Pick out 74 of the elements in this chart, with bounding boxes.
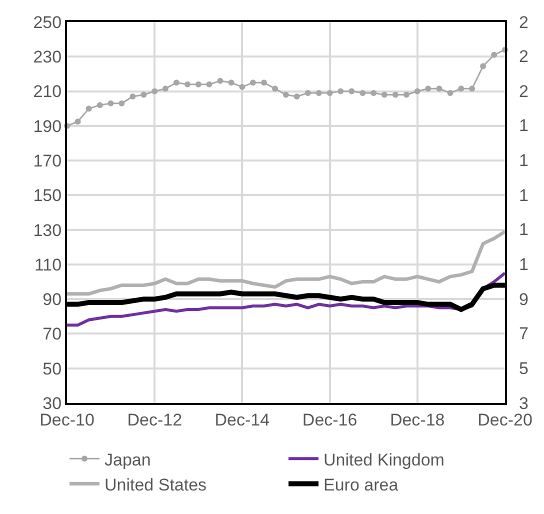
y-tick-label: 90	[42, 290, 62, 310]
point	[348, 88, 355, 94]
text: 1	[519, 220, 528, 239]
y-tick-label: 70	[42, 324, 62, 344]
point	[414, 88, 420, 94]
y-tick-label: 30	[42, 394, 62, 413]
point	[480, 63, 486, 70]
y-tick-label: 170	[33, 152, 62, 170]
point	[184, 81, 190, 88]
legend-label: Euro area	[324, 475, 399, 494]
point	[140, 92, 147, 98]
text: 2	[519, 82, 528, 101]
text: 2	[519, 47, 528, 66]
x-tick-label: Dec-16	[302, 410, 358, 430]
y-tick-label: 50	[42, 359, 62, 378]
text: 9	[519, 290, 528, 309]
point	[316, 90, 322, 96]
x-tick-label: Dec-14	[214, 410, 270, 430]
point	[152, 88, 158, 94]
point	[108, 100, 114, 106]
point	[162, 86, 168, 92]
point	[86, 106, 92, 112]
point	[436, 86, 442, 92]
text: 1	[519, 186, 528, 205]
text: 2	[519, 13, 528, 32]
text: 5	[519, 359, 528, 378]
point	[491, 52, 498, 58]
y-tick-label: 110	[34, 255, 62, 274]
point	[74, 118, 81, 125]
point	[195, 81, 202, 88]
point	[381, 92, 388, 98]
point	[370, 90, 377, 96]
point	[425, 86, 432, 92]
point	[304, 90, 311, 96]
point	[447, 90, 454, 96]
point	[294, 93, 300, 100]
y-tick-label: 250	[33, 12, 62, 32]
point	[250, 80, 256, 86]
text: 1	[519, 151, 528, 170]
point	[239, 84, 246, 90]
text: 3	[519, 394, 528, 413]
text: 7	[519, 324, 528, 343]
point	[173, 80, 180, 86]
point	[217, 78, 224, 84]
text: 1	[519, 255, 528, 274]
y-tick-label: 230	[33, 48, 62, 67]
point	[228, 80, 234, 86]
y-tick-label: 130	[33, 220, 62, 240]
x-tick-label: Dec-10	[40, 410, 94, 430]
y-tick-label: 190	[33, 116, 62, 136]
legend-label: United Kingdom	[324, 450, 444, 470]
text: 1	[519, 116, 528, 135]
point	[272, 86, 278, 92]
point	[469, 86, 476, 92]
x-tick-label: Dec-20	[478, 410, 532, 430]
line-series	[67, 230, 505, 296]
point	[338, 88, 344, 94]
point	[360, 90, 366, 96]
point	[326, 90, 333, 96]
point	[96, 102, 103, 108]
point	[130, 93, 136, 100]
point	[458, 86, 464, 92]
point	[261, 80, 267, 86]
x-tick-label: Dec-18	[390, 410, 445, 430]
legend-label: United States	[104, 475, 207, 494]
y-tick-label: 210	[33, 82, 62, 102]
y-tick-label: 150	[33, 186, 62, 206]
legend-label: Japan	[104, 450, 151, 470]
point	[282, 92, 289, 98]
point	[392, 92, 398, 98]
x-tick-label: Dec-12	[127, 410, 182, 430]
point	[206, 81, 212, 88]
point	[403, 92, 410, 98]
point	[118, 100, 125, 106]
